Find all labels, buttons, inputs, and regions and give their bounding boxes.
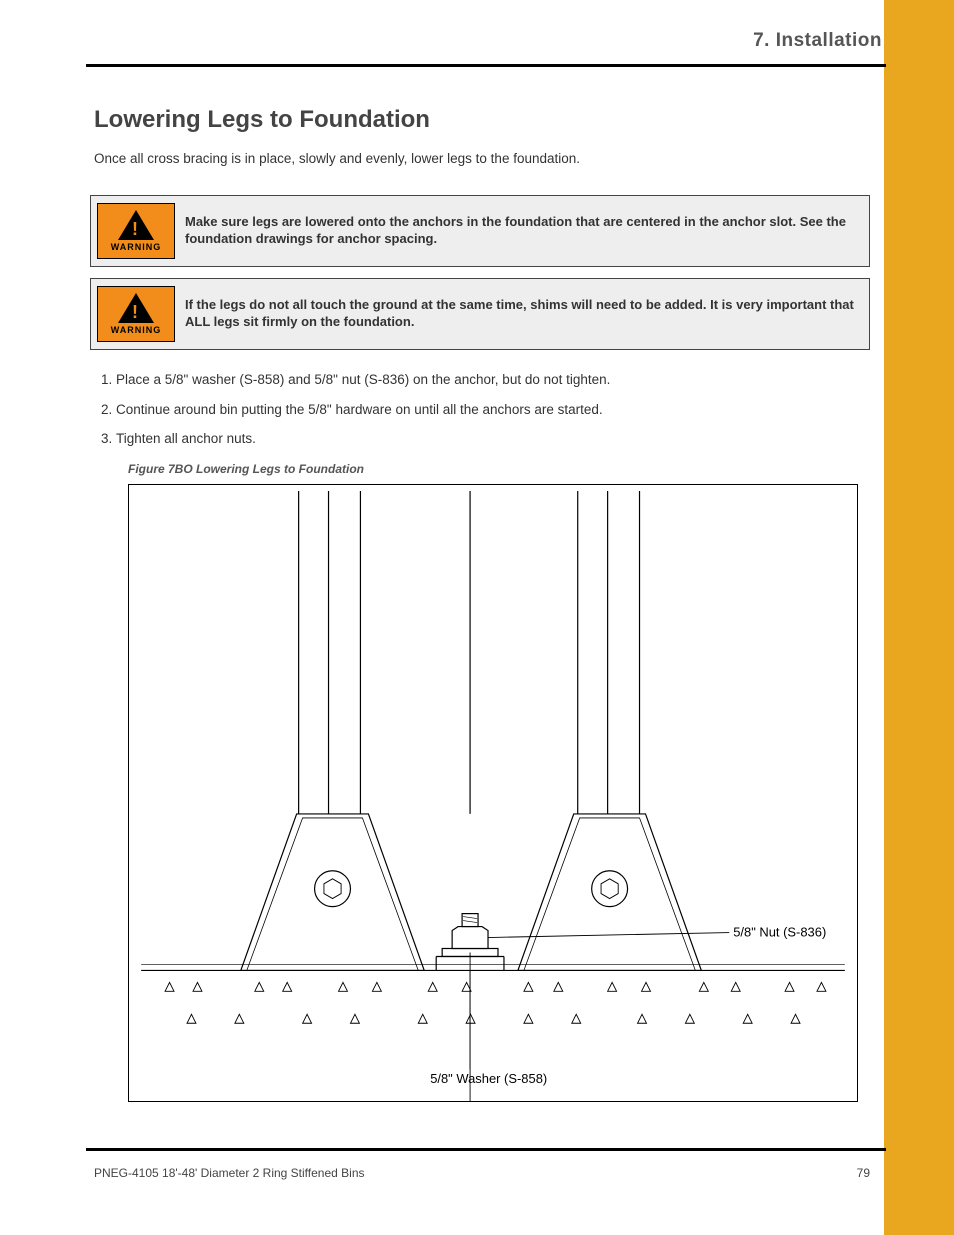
lead-paragraph: Once all cross bracing is in place, slow… [94,150,864,168]
footer-doc-id: PNEG-4105 18'-48' Diameter 2 Ring Stiffe… [94,1166,365,1180]
instruction-list: Place a 5/8" washer (S-858) and 5/8" nut… [94,370,864,459]
figure-diagram: 5/8" Nut (S-836) 5/8" Washer (S-858) [128,484,858,1102]
warning-text-1: Make sure legs are lowered onto the anch… [185,214,869,248]
instruction-step: Continue around bin putting the 5/8" har… [116,400,864,420]
warning-box-2: ! WARNING If the legs do not all touch t… [90,278,870,350]
top-rule [86,64,886,67]
instruction-step: Place a 5/8" washer (S-858) and 5/8" nut… [116,370,864,390]
section-header: 7. Installation [753,30,882,52]
warning-icon: ! WARNING [97,286,175,342]
bottom-rule [86,1148,886,1151]
footer-page-number: 79 [857,1166,870,1180]
warning-icon: ! WARNING [97,203,175,259]
instruction-step: Tighten all anchor nuts. [116,429,864,449]
warning-icon-label: WARNING [111,242,162,252]
figure-caption: Figure 7BO Lowering Legs to Foundation [128,462,364,476]
warning-text-2: If the legs do not all touch the ground … [185,297,869,331]
svg-text:5/8" Washer (S-858): 5/8" Washer (S-858) [430,1071,547,1086]
svg-text:5/8" Nut (S-836): 5/8" Nut (S-836) [733,925,826,940]
warning-box-1: ! WARNING Make sure legs are lowered ont… [90,195,870,267]
warning-icon-label: WARNING [111,325,162,335]
page-title: Lowering Legs to Foundation [94,106,430,134]
sidebar-stripe [884,0,954,1235]
